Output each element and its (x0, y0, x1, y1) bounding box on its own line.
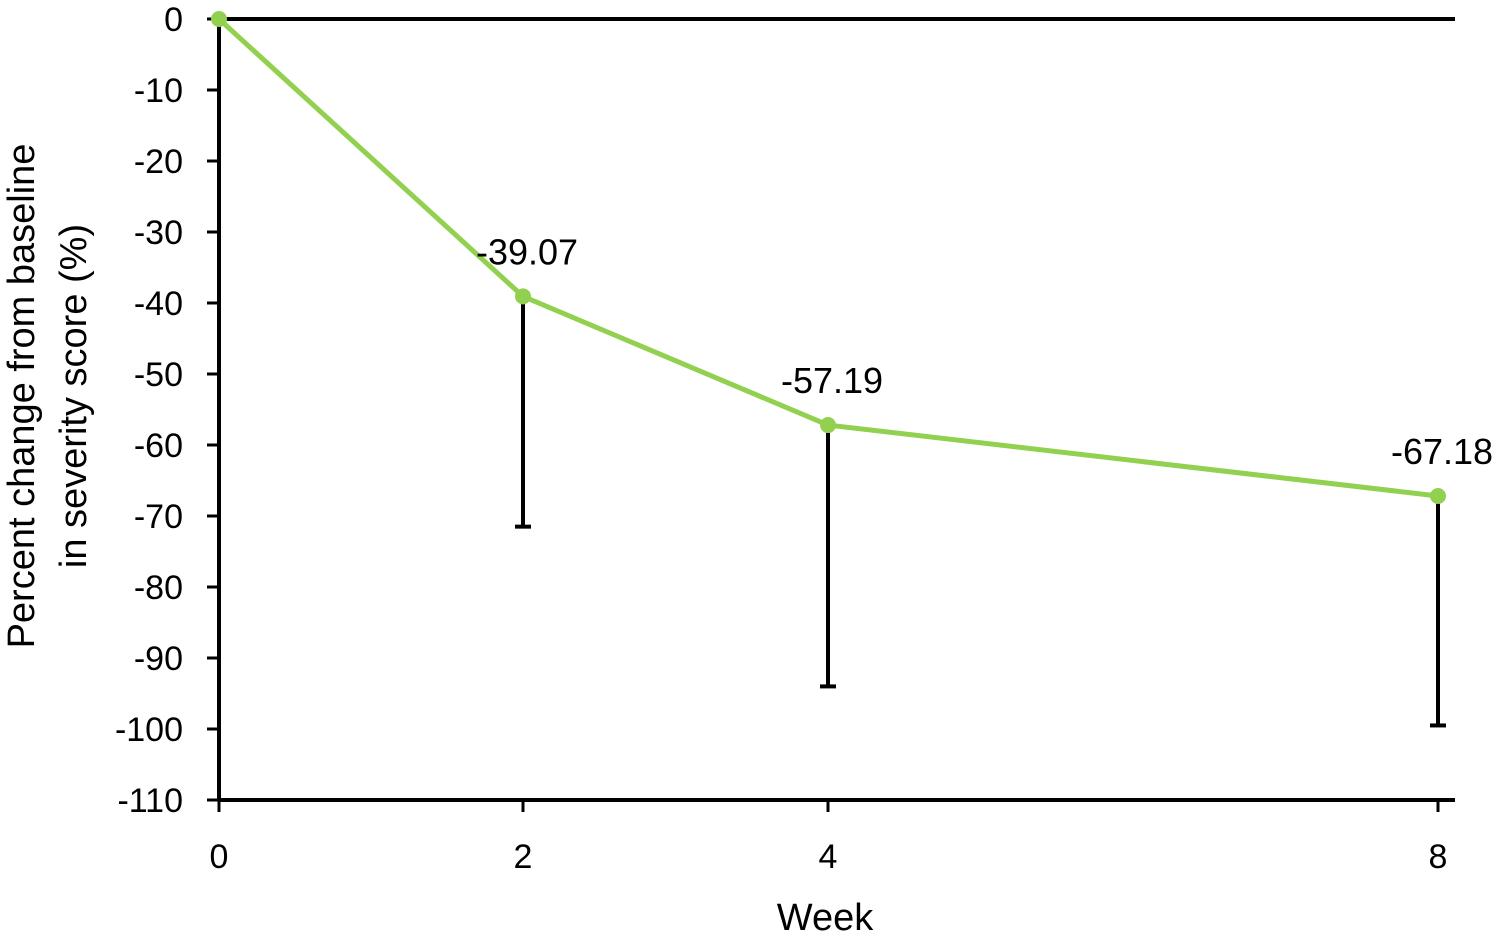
data-labels: -39.07 -57.19 -67.18 (476, 231, 1493, 472)
x-tick-label: 4 (819, 838, 838, 876)
y-axis-title-line-2: in severity score (%) (53, 224, 95, 568)
y-tick-label: -110 (117, 782, 183, 820)
y-tick-label: -30 (134, 214, 183, 252)
y-tick-label: -90 (134, 640, 183, 678)
y-tick-label: -70 (134, 498, 183, 536)
y-tick-label: -40 (134, 285, 183, 323)
x-tick-label: 8 (1429, 838, 1448, 876)
y-tick-label: -80 (134, 569, 183, 607)
data-point (515, 288, 531, 305)
y-tick-label: 0 (164, 1, 183, 39)
data-points (211, 11, 1446, 504)
y-tick-label: -10 (134, 72, 183, 110)
data-point (211, 11, 227, 27)
x-axis-title: Week (777, 897, 874, 937)
y-tick-label: -50 (134, 356, 183, 394)
data-label: -39.07 (476, 231, 578, 272)
y-tick-label: -20 (134, 143, 183, 181)
y-axis-title-line-1: Percent change from baseline (1, 144, 43, 649)
series-line (217, 17, 1439, 499)
data-point (1430, 487, 1446, 504)
data-point (820, 417, 836, 434)
data-label: -57.19 (781, 360, 883, 401)
x-tick-label: 2 (514, 838, 533, 876)
data-label: -67.18 (1391, 431, 1493, 472)
y-tick-label: -100 (115, 711, 183, 749)
y-axis-ticks: 0 -10 -20 -30 -40 -50 -60 -70 -80 -90 -100 -110 (115, 1, 219, 820)
x-tick-label: 0 (210, 838, 229, 876)
x-axis-ticks: 0 2 4 8 (210, 800, 1448, 876)
error-bars (515, 296, 1446, 728)
y-tick-label: -60 (134, 427, 183, 465)
